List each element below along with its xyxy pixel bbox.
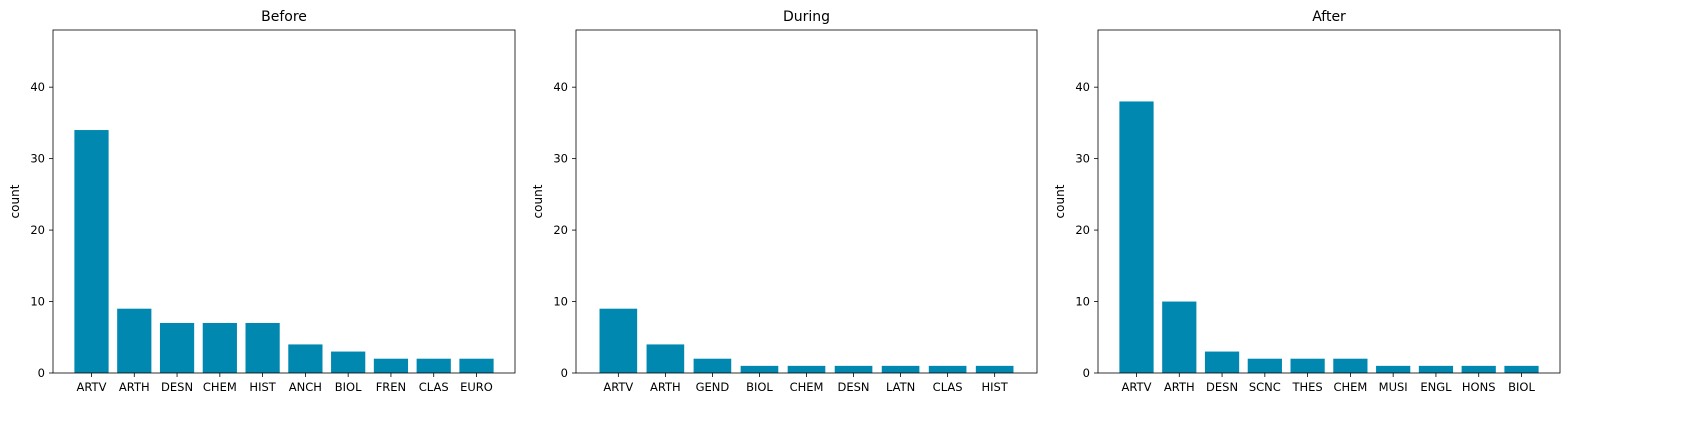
chart-title: During	[783, 9, 830, 25]
bar-thes	[1290, 358, 1325, 373]
bar-euro	[459, 358, 494, 373]
y-tick-label: 20	[1075, 223, 1090, 237]
bar-artv	[74, 130, 109, 373]
x-tick-label: ARTH	[119, 380, 150, 394]
bar-hons	[1461, 365, 1496, 373]
bar-biol	[740, 365, 779, 373]
chart-title: Before	[261, 9, 307, 25]
y-tick-label: 20	[553, 223, 568, 237]
x-tick-label: ENGL	[1420, 380, 1452, 394]
bar-arth	[646, 344, 685, 373]
x-tick-label: CHEM	[203, 380, 237, 394]
x-tick-label: DESN	[838, 380, 870, 394]
bar-hist	[975, 365, 1014, 373]
x-tick-label: EURO	[460, 380, 493, 394]
bar-fren	[373, 358, 409, 373]
chart-panel-during: ARTV ARTH GEND BIOL CHEM DESN LATN CLAS HIST 0 10 2…	[531, 9, 1038, 394]
x-tick-label: DESN	[1206, 380, 1238, 394]
x-tick-label: HIST	[981, 380, 1008, 394]
y-tick-label: 30	[1075, 152, 1090, 166]
y-tick-label: 40	[1075, 80, 1090, 94]
bar-chem	[787, 365, 826, 373]
y-tick-label: 40	[30, 80, 45, 94]
x-tick-label: CHEM	[790, 380, 824, 394]
bar-desn	[159, 322, 195, 373]
y-tick-label: 20	[30, 223, 45, 237]
y-tick-label: 10	[1075, 295, 1090, 309]
y-tick-label: 10	[30, 295, 45, 309]
x-tick-label: BIOL	[335, 380, 362, 394]
x-tick-label: SCNC	[1249, 380, 1281, 394]
bar-chem	[1333, 358, 1368, 373]
bar-desn	[834, 365, 873, 373]
bar-clas	[416, 358, 451, 373]
bar-musi	[1376, 365, 1411, 373]
y-tick-label: 10	[553, 295, 568, 309]
x-tick-label: ARTV	[1122, 380, 1152, 394]
y-tick-label: 40	[553, 80, 568, 94]
plot-frame	[52, 29, 516, 374]
x-tick-label: FREN	[376, 380, 406, 394]
bar-clas	[928, 365, 967, 373]
y-tick-label: 0	[38, 366, 45, 380]
bar-biol	[1504, 365, 1539, 373]
x-tick-label: LATN	[886, 380, 915, 394]
bar-arth	[1162, 301, 1197, 373]
x-tick-label: ARTV	[603, 380, 633, 394]
x-tick-label: HIST	[249, 380, 276, 394]
y-axis-label: count	[531, 184, 545, 218]
y-tick-label: 30	[553, 152, 568, 166]
plot-frame	[575, 29, 1038, 374]
y-tick-label: 0	[561, 366, 568, 380]
x-tick-label: BIOL	[1508, 380, 1535, 394]
y-axis-label: count	[8, 184, 22, 218]
x-tick-label: ARTV	[77, 380, 107, 394]
x-tick-label: HONS	[1462, 380, 1496, 394]
x-tick-label: THES	[1291, 380, 1322, 394]
x-tick-label: ARTH	[1164, 380, 1195, 394]
plot-frame	[1097, 29, 1561, 374]
y-axis-label: count	[1053, 184, 1067, 218]
bar-chem	[202, 322, 237, 373]
bar-hist	[245, 322, 280, 373]
bar-scnc	[1247, 358, 1282, 373]
bar-anch	[288, 344, 323, 373]
bar-latn	[881, 365, 920, 373]
bar-engl	[1418, 365, 1454, 373]
bar-gend	[693, 358, 732, 373]
bar-desn	[1204, 351, 1240, 373]
chart-panel-before: ARTV ARTH DESN CHEM HIST ANCH BIOL FREN CLAS EURO…	[8, 9, 516, 394]
chart-panel-after: ARTV ARTH DESN SCNC THES CHEM MUSI ENGL HONS BIOL…	[1053, 9, 1561, 394]
x-tick-label: CHEM	[1333, 380, 1367, 394]
x-tick-label: BIOL	[746, 380, 773, 394]
x-tick-label: CLAS	[933, 380, 963, 394]
bar-biol	[331, 351, 366, 373]
x-tick-label: ARTH	[650, 380, 681, 394]
bar-artv	[599, 308, 638, 373]
x-tick-label: CLAS	[419, 380, 449, 394]
y-tick-label: 30	[30, 152, 45, 166]
x-tick-label: ANCH	[289, 380, 322, 394]
x-tick-label: DESN	[161, 380, 193, 394]
bar-arth	[117, 308, 152, 373]
bar-artv	[1119, 101, 1154, 373]
chart-title: After	[1312, 9, 1346, 25]
x-tick-label: GEND	[696, 380, 730, 394]
x-tick-label: MUSI	[1379, 380, 1408, 394]
plot-area	[576, 30, 1037, 373]
y-tick-label: 0	[1083, 366, 1090, 380]
